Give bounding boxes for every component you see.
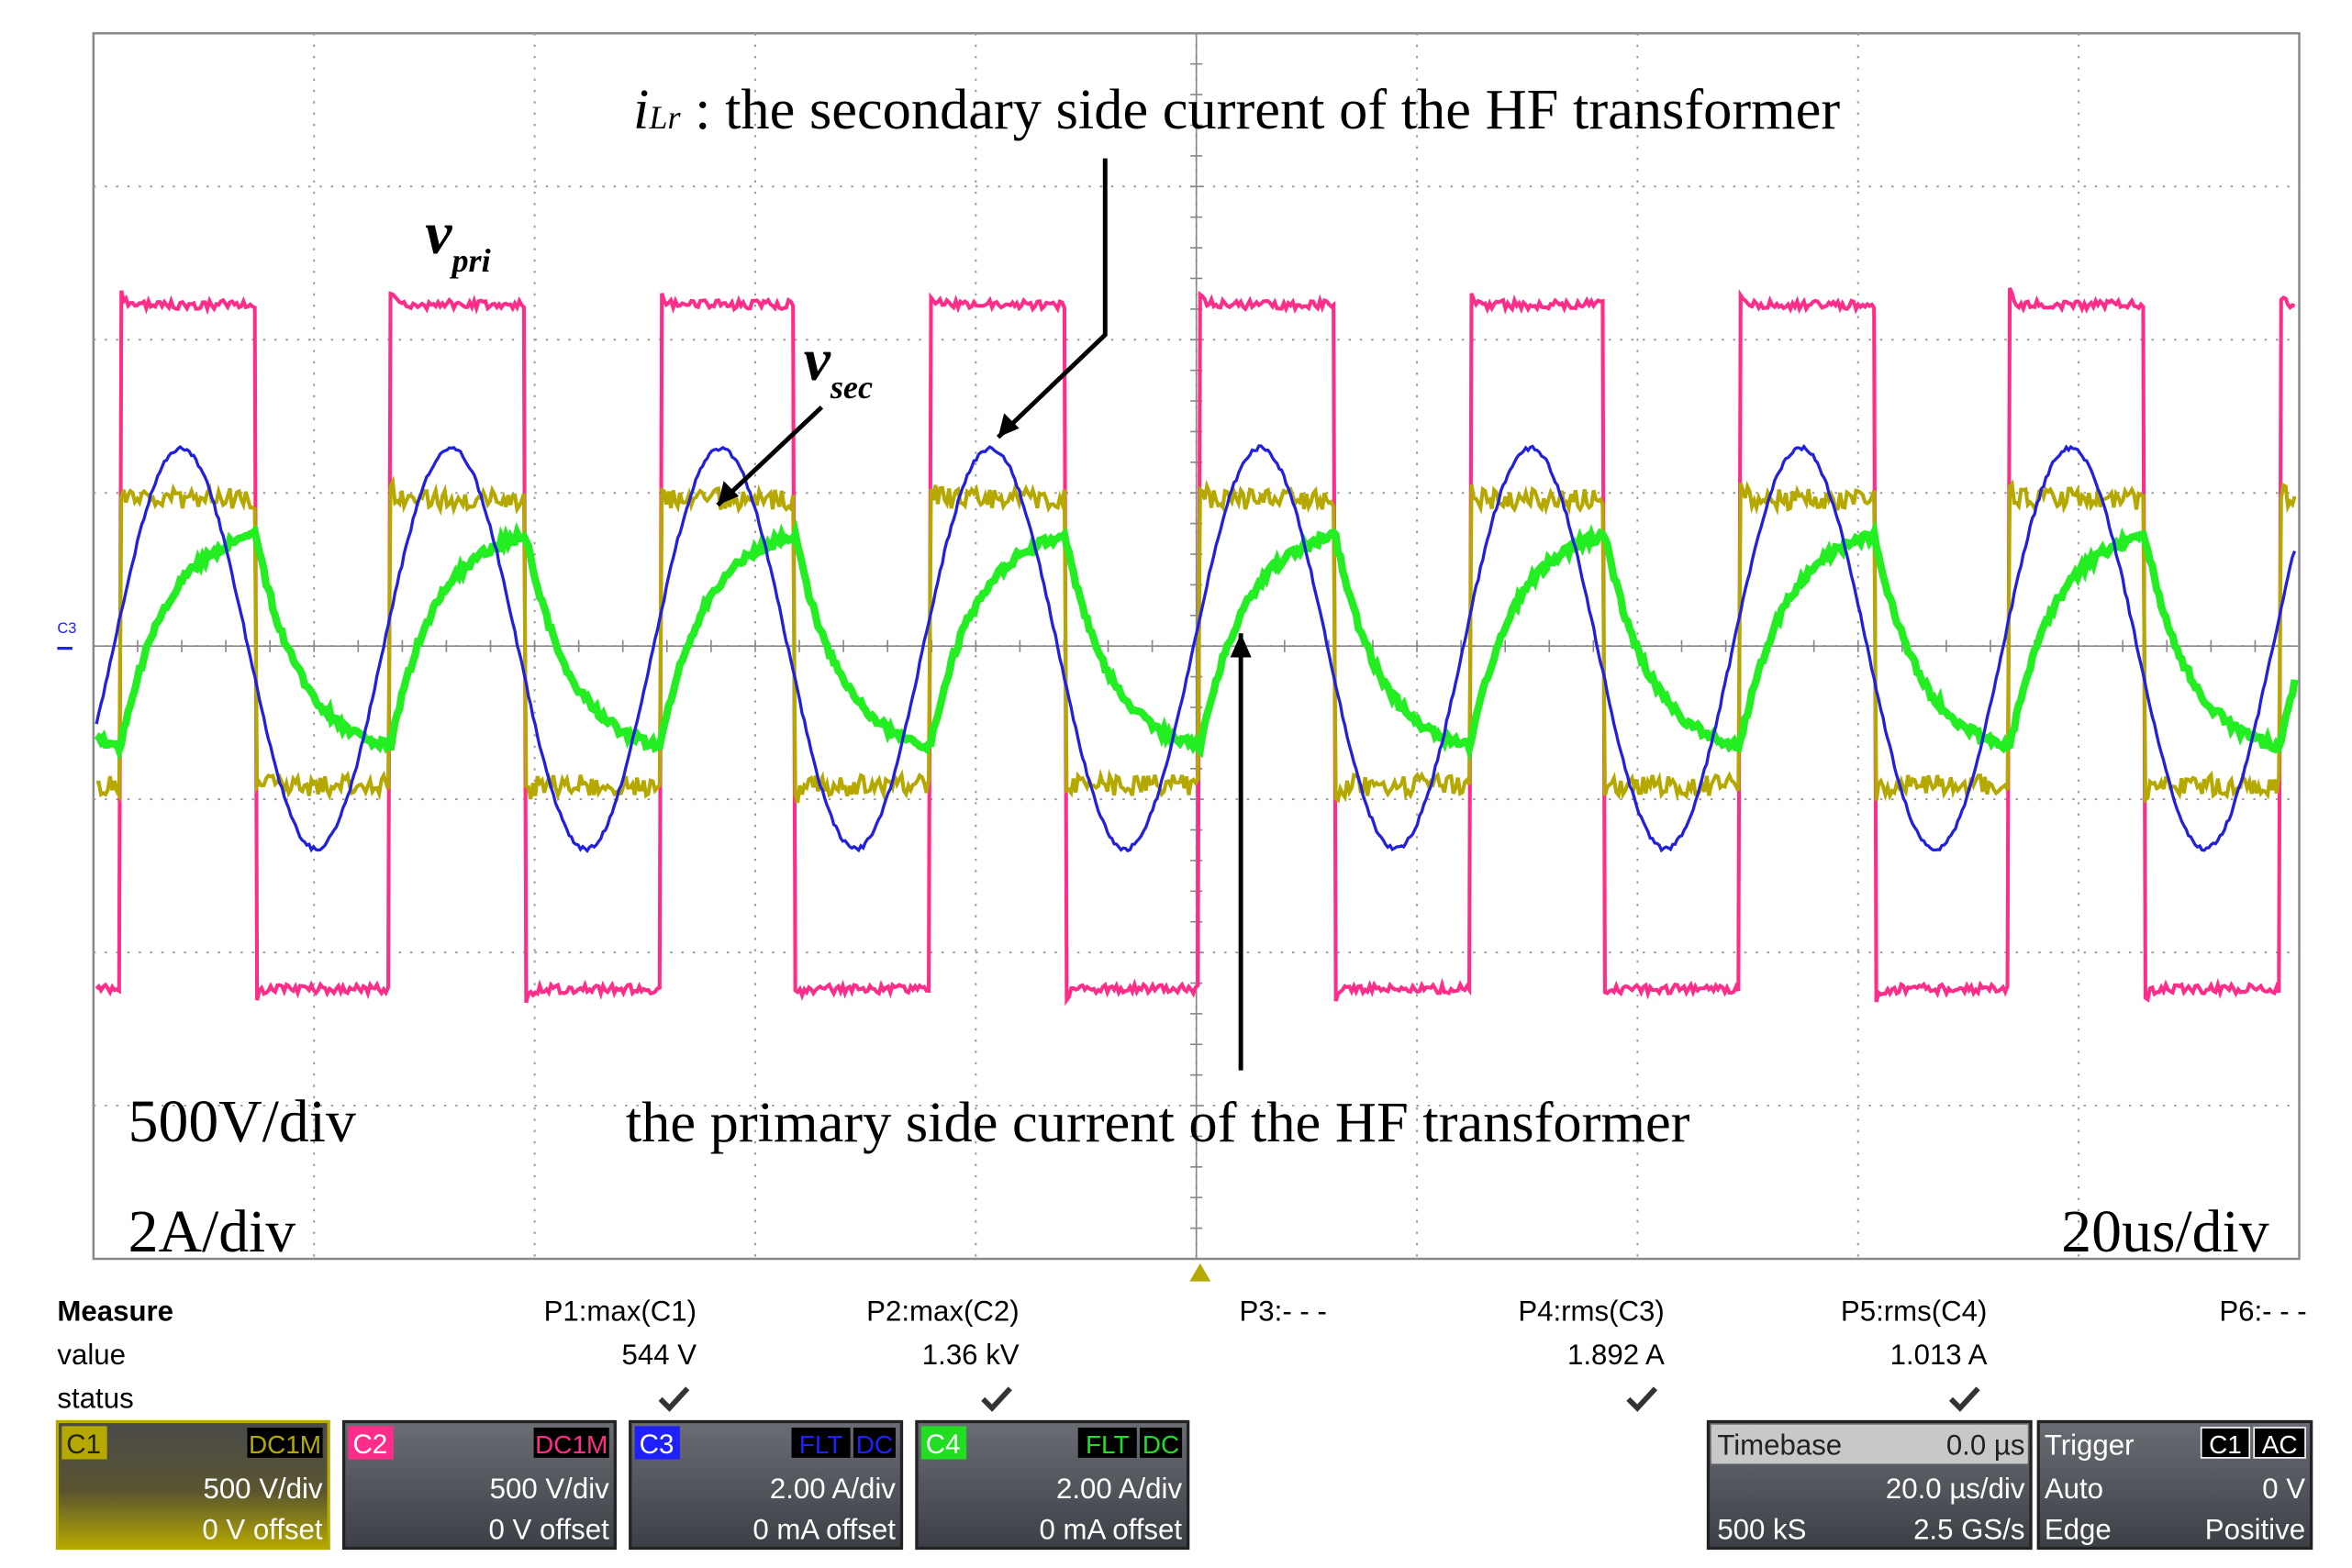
channel-label: C4 (926, 1429, 961, 1460)
coupling: DC1M (535, 1430, 608, 1459)
timebase-rate: 2.5 GS/s (1913, 1514, 2024, 1546)
status-check (983, 1388, 1010, 1407)
symbol: i (633, 77, 649, 141)
time-scale: 20us/div (2061, 1198, 2268, 1265)
coupling: FLT (799, 1430, 843, 1459)
timebase-box: Timebase 0.0 µs 20.0 µs/div 500 kS 2.5 GS/s (1708, 1421, 2031, 1548)
row-label: value (57, 1339, 126, 1371)
volt-scale: 500V/div (128, 1088, 356, 1155)
measure-value: 1.013 A (1890, 1339, 1988, 1371)
subscript: Lr (648, 99, 681, 136)
channel-box: C3 DC FLT 2.00 A/div 0 mA offset (630, 1421, 902, 1548)
channel-scale: 500 V/div (490, 1473, 609, 1505)
subscript: pri (449, 242, 490, 279)
trigger-source: C1 (2209, 1430, 2242, 1459)
trigger-mode: Auto (2045, 1473, 2103, 1505)
measure-title: Measure (57, 1295, 173, 1327)
trigger-title: Trigger (2045, 1429, 2135, 1462)
symbol: v (425, 200, 452, 267)
ilr-label: iLr : the secondary side current of the … (633, 77, 1840, 141)
measure-name: P5:rms(C4) (1841, 1295, 1988, 1327)
channel-box: C2 DC1M 500 V/div 0 V offset (344, 1421, 616, 1548)
trigger-type: Edge (2045, 1514, 2112, 1546)
channel-offset: 0 V offset (202, 1514, 323, 1546)
channel-label: C2 (352, 1429, 387, 1460)
measure-value: 1.892 A (1567, 1339, 1665, 1371)
trigger-box: Trigger C1 AC Auto 0 V Edge Positive (2038, 1421, 2311, 1548)
measure-value: 544 V (621, 1339, 697, 1371)
status-check (1628, 1388, 1655, 1407)
current-scale: 2A/div (128, 1198, 296, 1265)
text: : the secondary side current of the HF t… (681, 77, 1841, 141)
measure-name: P4:rms(C3) (1518, 1295, 1665, 1327)
channel-box: C1 DC1M 500 V/div 0 V offset (57, 1421, 329, 1548)
trigger-slope: Positive (2205, 1514, 2305, 1546)
trigger-coupling: AC (2262, 1430, 2298, 1459)
timebase-memory: 500 kS (1717, 1514, 1806, 1546)
measure-name: P2:max(C2) (866, 1295, 1019, 1327)
primary-label: the primary side current of the HF trans… (626, 1090, 1690, 1154)
bottom-panel: Measure value status P1:max(C1) 544 V P2:m… (57, 1295, 2311, 1548)
timebase-delay: 0.0 µs (1946, 1429, 2025, 1462)
coupling: DC1M (249, 1430, 321, 1459)
row-label: status (57, 1383, 133, 1415)
coupling: DC (1143, 1430, 1179, 1459)
channel-label: C1 (66, 1429, 101, 1460)
coupling: DC (856, 1430, 893, 1459)
trigger-pos (1189, 1263, 1210, 1282)
channel-offset: 0 mA offset (1040, 1514, 1183, 1546)
measure-name: P6:- - - (2219, 1295, 2306, 1327)
measure-value: 1.36 kV (922, 1339, 1020, 1371)
timebase-title: Timebase (1717, 1429, 1842, 1462)
subscript: sec (830, 369, 873, 406)
coupling: FLT (1086, 1430, 1130, 1459)
trigger-level: 0 V (2262, 1473, 2305, 1505)
channel-marker: C3 (57, 620, 76, 637)
status-check (661, 1388, 688, 1407)
measure-name: P1:max(C1) (544, 1295, 697, 1327)
status-check (1951, 1388, 1979, 1407)
channel-box: C4 DC FLT 2.00 A/div 0 mA offset (917, 1421, 1188, 1548)
channel-offset: 0 mA offset (752, 1514, 896, 1546)
channel-scale: 2.00 A/div (1056, 1473, 1182, 1505)
timebase-scale: 20.0 µs/div (1886, 1473, 2025, 1505)
channel-scale: 2.00 A/div (770, 1473, 896, 1505)
channel-scale: 500 V/div (203, 1473, 322, 1505)
measure-name: P3:- - - (1240, 1295, 1327, 1327)
channel-label: C3 (640, 1429, 674, 1460)
symbol: v (804, 327, 831, 394)
channel-offset: 0 V offset (488, 1514, 609, 1546)
